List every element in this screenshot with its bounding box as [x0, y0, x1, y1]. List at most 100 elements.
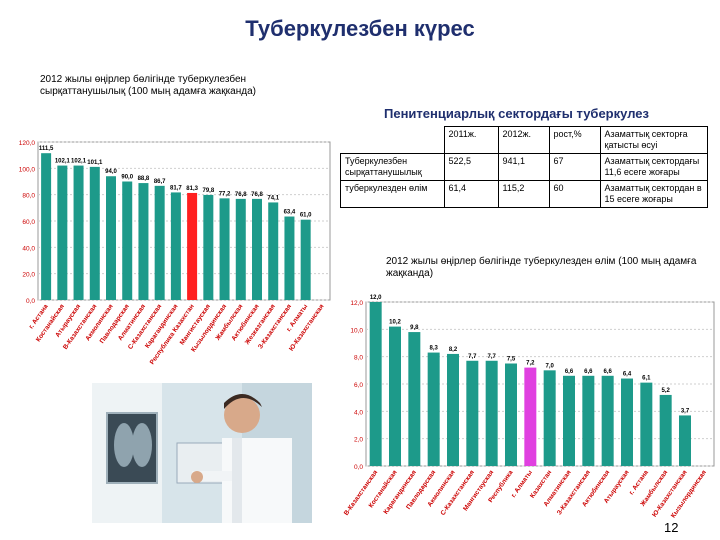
bar	[621, 378, 633, 466]
bar	[138, 183, 149, 300]
data-label: 81,7	[170, 185, 182, 191]
y-tick-label: 40,0	[22, 245, 35, 252]
doctor-xray-photo	[92, 383, 312, 523]
bar	[389, 326, 401, 466]
data-label: 74,1	[267, 195, 279, 201]
bar	[284, 216, 295, 300]
data-label: 9,8	[410, 325, 419, 331]
data-label: 7,2	[526, 361, 535, 367]
penitentiary-stats-table: 2011ж. 2012ж. рост,% Азаматтық секторға …	[340, 126, 708, 208]
x-tick-label: Ю-Казахстанская	[651, 469, 689, 518]
bar	[187, 192, 198, 300]
data-label: 86,7	[154, 179, 166, 185]
bar	[659, 394, 672, 466]
y-tick-label: 80,0	[22, 193, 35, 200]
y-tick-label: 6,0	[354, 382, 363, 389]
bar	[369, 302, 382, 466]
data-label: 111,5	[39, 146, 54, 152]
y-tick-label: 60,0	[22, 219, 35, 226]
data-label: 6,4	[623, 372, 632, 378]
data-label: 7,7	[468, 354, 477, 360]
data-label: 102,1	[55, 159, 71, 165]
bar	[300, 219, 311, 300]
data-label: 6,6	[603, 369, 612, 375]
data-label: 8,3	[429, 346, 438, 352]
y-tick-label: 10,0	[350, 327, 363, 334]
bar	[679, 415, 691, 466]
table-cell: Азаматтық сектордағы 11,6 есеге жоғары	[599, 153, 708, 181]
x-tick-label: В-Казахстанская	[343, 469, 379, 517]
data-label: 7,5	[507, 357, 516, 363]
page-number: 12	[664, 520, 679, 535]
table-header-row: 2011ж. 2012ж. рост,% Азаматтық секторға …	[340, 126, 708, 154]
doctor-xray-illustration	[92, 383, 312, 523]
y-tick-label: 12,0	[350, 300, 363, 307]
data-label: 77,2	[219, 191, 231, 197]
bar	[485, 360, 498, 466]
table-cell: 67	[548, 153, 601, 181]
data-label: 101,1	[87, 160, 103, 166]
bar	[466, 360, 479, 466]
bar	[170, 192, 181, 300]
y-tick-label: 0,0	[354, 464, 363, 471]
data-label: 12,0	[370, 295, 382, 301]
table-cell: 941,1	[497, 153, 550, 181]
mortality-bar-chart: 0,0 2,0 4,0 6,0 8,0 10,0 12,0 12,0 В-Казахстанск…	[343, 295, 715, 518]
bar	[543, 370, 556, 466]
bar	[203, 194, 214, 300]
bar	[447, 353, 459, 466]
penitentiary-subtitle: Пенитенциарлық сектордағы туберкулез	[384, 106, 649, 121]
data-label: 5,2	[661, 388, 670, 394]
y-tick-label: 100,0	[19, 166, 36, 173]
bar	[601, 375, 614, 466]
table-header-cell: Азаматтық секторға қатысты өсуі	[599, 126, 708, 154]
table-header-cell: 2012ж.	[497, 126, 550, 154]
data-label: 90,0	[121, 175, 133, 181]
table-cell: 60	[548, 180, 601, 208]
data-label: 81,3	[186, 186, 198, 192]
x-tick-label: Костанайская	[34, 302, 66, 343]
bar	[505, 363, 517, 466]
data-label: 61,0	[300, 213, 312, 219]
table-cell: 115,2	[497, 180, 550, 208]
x-tick-label: Кызылординская	[670, 469, 708, 518]
table-row: Туберкулезбен сырқаттанушылық 522,5 941,…	[340, 153, 708, 181]
data-label: 7,7	[487, 354, 496, 360]
bar	[73, 165, 84, 300]
bar	[582, 375, 595, 466]
slide-title: Туберкулезбен күрес	[245, 16, 475, 41]
y-tick-label: 4,0	[354, 409, 363, 416]
bar	[563, 375, 575, 466]
morbidity-chart-caption: 2012 жылы өңірлер бөлігінде туберкулезбе…	[40, 74, 256, 97]
y-tick-label: 20,0	[22, 272, 35, 279]
bar	[106, 176, 116, 300]
data-label: 63,4	[284, 210, 296, 216]
bar	[57, 165, 68, 300]
bar	[154, 185, 165, 300]
table-row: туберкулезден өлім 61,4 115,2 60 Азаматт…	[340, 180, 708, 208]
y-tick-label: 2,0	[354, 437, 363, 444]
data-label: 6,6	[584, 369, 593, 375]
table-header-cell	[340, 126, 445, 154]
data-label: 76,8	[235, 192, 247, 198]
bar	[235, 198, 246, 300]
bar	[89, 166, 100, 300]
data-label: 7,0	[545, 363, 554, 369]
table-cell: 522,5	[443, 153, 499, 181]
bar	[427, 352, 440, 466]
y-tick-label: 8,0	[354, 355, 363, 362]
y-tick-label: 0,0	[26, 298, 35, 305]
bar	[122, 181, 133, 300]
table-cell: 61,4	[443, 180, 499, 208]
y-tick-label: 120,0	[19, 140, 36, 147]
data-label: 94,0	[105, 169, 117, 175]
data-label: 10,2	[389, 320, 401, 326]
data-label: 88,8	[138, 176, 150, 182]
data-label: 79,8	[202, 188, 214, 194]
data-label: 76,8	[251, 192, 263, 198]
table-header-cell: 2011ж.	[443, 126, 499, 154]
bar	[219, 198, 230, 300]
mortality-chart-caption: 2012 жылы өңірлер бөлігінде туберкулезде…	[386, 256, 697, 279]
table-cell: Туберкулезбен сырқаттанушылық	[340, 153, 445, 181]
